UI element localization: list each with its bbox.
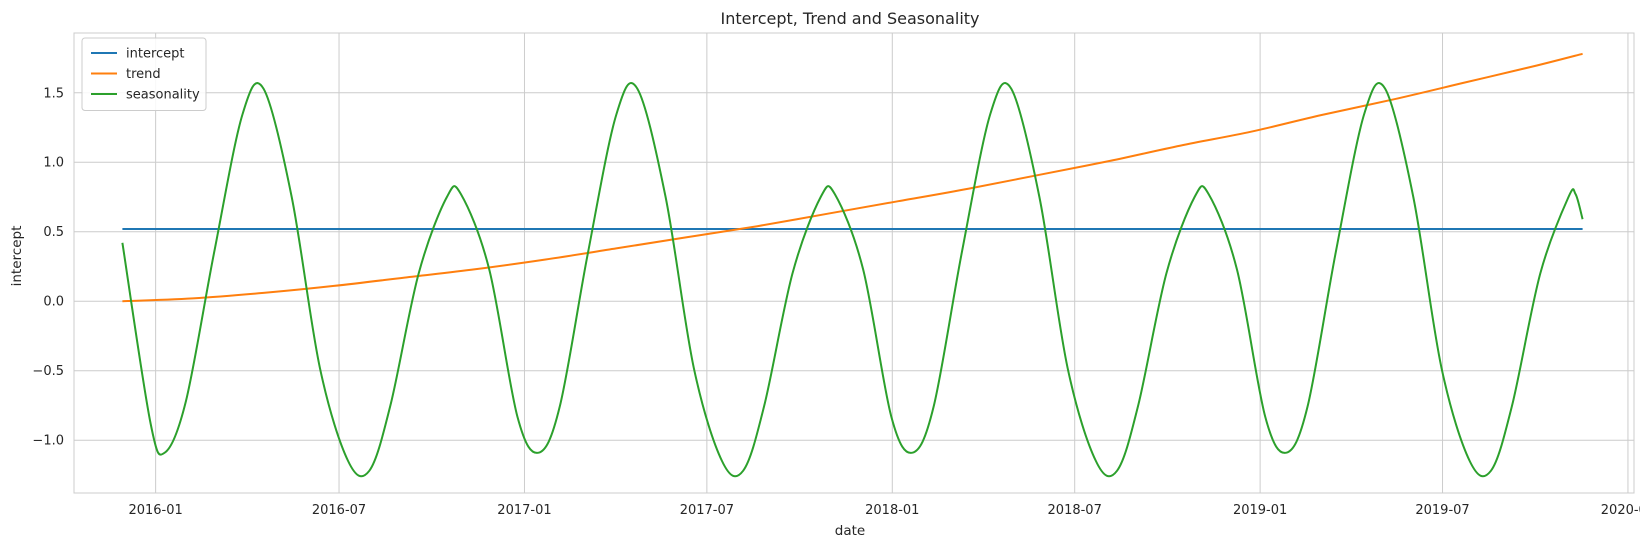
y-tick-label: 0.0: [43, 295, 64, 310]
y-tick-label: 1.5: [43, 86, 64, 101]
x-axis-title: date: [835, 523, 865, 539]
series-layer: [121, 52, 1584, 478]
legend: intercept trend seasonality: [81, 37, 207, 111]
x-tick-label: 2017-07: [680, 503, 734, 518]
x-tick-label: 2016-07: [312, 503, 366, 518]
series-line-trend: [122, 52, 1583, 303]
x-tick-label: 2016-01: [128, 503, 182, 518]
x-tick-label: 2017-01: [497, 503, 551, 518]
x-tick-label: 2019-07: [1415, 503, 1469, 518]
tick-labels: 2016-01 2016-07 2017-01 2017-07 2018-01 2018-…: [32, 86, 1640, 518]
x-tick-label: 2019-01: [1233, 503, 1287, 518]
grid: [74, 33, 1634, 493]
x-tick-label: 2018-01: [865, 503, 919, 518]
x-tick-label: 2020-01: [1601, 503, 1640, 518]
chart-title: Intercept, Trend and Seasonality: [720, 9, 979, 28]
y-tick-label: −0.5: [32, 364, 64, 379]
legend-label-trend: trend: [126, 67, 161, 82]
y-tick-label: 0.5: [43, 225, 64, 240]
x-tick-label: 2018-07: [1048, 503, 1102, 518]
y-tick-label: 1.0: [43, 156, 64, 171]
y-axis-title: intercept: [9, 226, 25, 287]
legend-label-seasonality: seasonality: [126, 88, 200, 103]
series-line-seasonality: [121, 82, 1584, 478]
y-tick-label: −1.0: [32, 434, 64, 449]
legend-label-intercept: intercept: [126, 47, 185, 62]
legend-box: [81, 37, 207, 111]
plot-frame: [73, 32, 1635, 494]
